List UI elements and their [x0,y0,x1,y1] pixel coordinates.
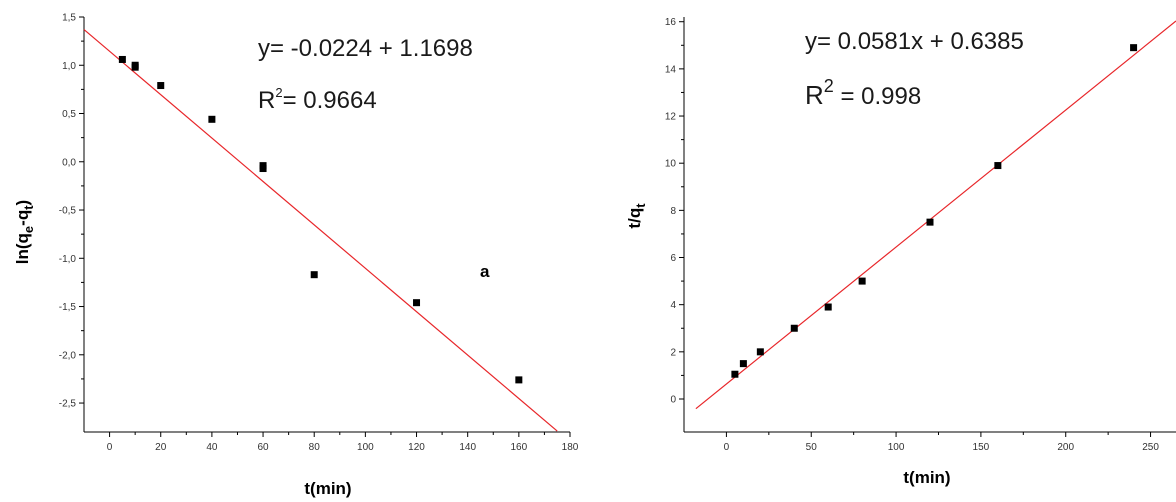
chart-a-data-point [515,376,523,384]
chart-b-data-point [739,360,747,368]
chart-b-y-tick-label: 14 [665,64,677,75]
chart-b-y-axis-label: t/qt [625,203,648,229]
chart-a-y-tick-label: -2,0 [59,350,77,361]
chart-a-y-tick-label: -1,5 [59,302,77,313]
chart-b-x-tick-label: 0 [724,442,730,453]
chart-a-ylabel-sub2: t [21,205,36,210]
chart-b-data-point [824,303,832,311]
chart-a-ylabel-mid: -q [13,210,32,226]
chart-a-data-point [157,82,165,90]
chart-b-data-point [1130,44,1138,52]
chart-b-r2: R2 = 0.998 [805,76,921,110]
chart-b-y-tick-label: 12 [665,112,677,123]
chart-a-y-tick-label: 0,0 [62,157,76,168]
chart-b-y-tick-label: 16 [665,17,677,28]
chart-a-x-tick-label: 140 [459,442,476,453]
chart-b-r2-prefix: R [805,80,824,110]
chart-b-data-point [994,162,1002,170]
chart-b-r2-value: = 0.998 [834,83,921,110]
chart-b-fit-line [695,20,1176,410]
chart-a-ylabel-pre: ln(q [13,233,32,264]
chart-a-data-point [131,61,139,69]
chart-a-equation: y= -0.0224 + 1.1698 [258,35,473,62]
chart-a-data-point [118,55,126,63]
chart-a-x-tick-label: 60 [257,442,269,453]
chart-a-y-tick-label: -2,5 [59,399,77,410]
chart-b-marks: 0 50 100 150 200 250 0 2 4 6 8 10 12 14 16 [665,17,1176,453]
chart-b-svg: 0 50 100 150 200 250 0 2 4 6 8 10 12 14 16 y= 0.0581x … [625,17,1176,487]
chart-a-r2-prefix: R [258,87,275,114]
chart-a-y-axis-label: ln(qe-qt) [13,200,36,264]
chart-a-y-tick-label: 0,5 [62,109,76,120]
chart-a-fit-line [83,29,558,432]
chart-a-svg: 0 20 40 60 80 100 120 140 160 180 1,5 1,0 0,5 0,0 -0,5… [13,13,579,499]
chart-b-y-tick-label: 8 [670,206,676,217]
chart-a-y-tick-label: -1,0 [59,254,77,265]
chart-b-equation: y= 0.0581x + 0.6385 [805,28,1024,55]
chart-b-y-tick-label: 10 [665,159,677,170]
chart-b-data-point [756,348,764,356]
chart-b-x-tick-label: 100 [888,442,905,453]
chart-a-r2-sup: 2 [275,85,282,100]
chart-a-panel-label: a [480,262,490,281]
chart-a-y-tick-label: -0,5 [59,206,77,217]
chart-b-ylabel-pre: t/q [625,208,644,229]
chart-a-x-tick-label: 100 [357,442,374,453]
chart-a-x-tick-label: 80 [309,442,321,453]
chart-b-y-tick-label: 2 [670,347,676,358]
chart-b-y-tick-label: 0 [670,394,676,405]
chart-a: 0 20 40 60 80 100 120 140 160 180 1,5 1,0 0,5 0,0 -0,5… [13,13,579,499]
chart-b-x-tick-label: 50 [806,442,818,453]
chart-b-x-tick-label: 250 [1142,442,1159,453]
chart-a-data-point [259,165,267,173]
chart-a-y-tick-label: 1,5 [62,13,76,24]
chart-b-data-point [790,324,798,332]
chart-b-data-point [926,218,934,226]
chart-b-data-point [731,370,739,378]
chart-a-x-tick-label: 120 [408,442,425,453]
chart-a-r2: R2= 0.9664 [258,85,377,114]
chart-a-data-point [208,115,216,123]
chart-b-x-tick-label: 200 [1057,442,1074,453]
chart-b: 0 50 100 150 200 250 0 2 4 6 8 10 12 14 16 y= 0.0581x … [600,0,1176,502]
chart-b-r2-sup: 2 [824,76,834,96]
chart-a-data-point [413,299,421,307]
chart-a-x-tick-label: 40 [206,442,218,453]
chart-a-r2-value: = 0.9664 [283,87,377,114]
chart-a-ylabel-sub1: e [21,226,36,233]
chart-a-marks: 0 20 40 60 80 100 120 140 160 180 1,5 1,0 0,5 0,0 -0,5… [59,13,579,454]
chart-b-x-axis-label: t(min) [903,468,950,487]
chart-b-x-tick-label: 150 [973,442,990,453]
chart-a-x-tick-label: 0 [107,442,113,453]
chart-a-ylabel-post: ) [13,200,32,206]
chart-b-ylabel-sub: t [633,203,648,208]
chart-a-x-tick-label: 160 [510,442,527,453]
chart-a-x-axis-label: t(min) [304,479,351,498]
chart-a-data-point [310,271,318,279]
chart-b-y-tick-label: 4 [670,300,676,311]
chart-b-y-tick-label: 6 [670,253,676,264]
chart-b-data-point [858,277,866,285]
chart-a-x-tick-label: 180 [562,442,579,453]
chart-a-y-tick-label: 1,0 [62,61,76,72]
chart-a-x-tick-label: 20 [155,442,167,453]
